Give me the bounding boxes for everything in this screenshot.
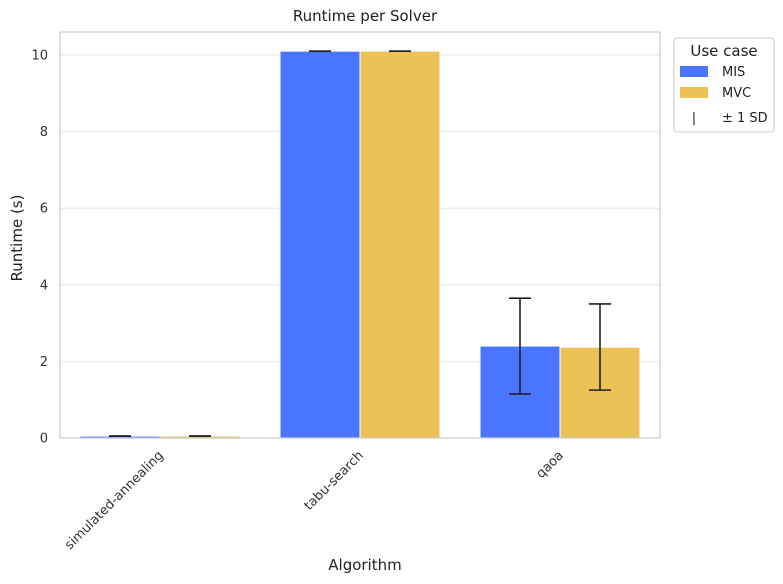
legend: Use case MIS MVC | ± 1 SD — [673, 37, 775, 133]
error-bar-mvc-qaoa — [589, 303, 611, 391]
x-tick-label: qaoa — [533, 448, 566, 481]
y-tick-label: 4 — [40, 278, 48, 293]
legend-swatch-mis — [680, 66, 708, 77]
x-tick-label: tabu-search — [301, 448, 366, 513]
chart-title: Runtime per Solver — [293, 7, 438, 25]
legend-box — [673, 37, 775, 133]
x-tick-labels: simulated-annealing tabu-search qaoa — [62, 448, 567, 553]
x-tick-label: simulated-annealing — [62, 448, 167, 553]
legend-items: MIS MVC — [680, 65, 751, 101]
y-tick-labels: 0 2 4 6 8 10 — [31, 48, 48, 446]
x-axis-title: Algorithm — [328, 556, 401, 574]
legend-label-mvc: MVC — [722, 86, 751, 101]
error-bars — [109, 50, 611, 437]
legend-error-symbol: | — [692, 111, 696, 126]
bars — [79, 50, 641, 439]
legend-title: Use case — [690, 42, 757, 60]
y-tick-label: 2 — [40, 355, 48, 370]
legend-label-mis: MIS — [722, 65, 745, 80]
bar-mis-tabu-search — [279, 50, 361, 439]
y-tick-label: 10 — [31, 48, 48, 63]
y-axis-title: Runtime (s) — [8, 195, 26, 282]
error-bar-mis-qaoa — [509, 297, 531, 395]
legend-swatch-mvc — [680, 87, 708, 98]
y-tick-label: 0 — [40, 432, 48, 447]
y-tick-label: 6 — [40, 202, 48, 217]
plot-frame — [59, 31, 661, 439]
legend-error-label: ± 1 SD — [722, 111, 768, 126]
y-tick-label: 8 — [40, 125, 48, 140]
bar-mvc-tabu-search — [359, 50, 441, 439]
